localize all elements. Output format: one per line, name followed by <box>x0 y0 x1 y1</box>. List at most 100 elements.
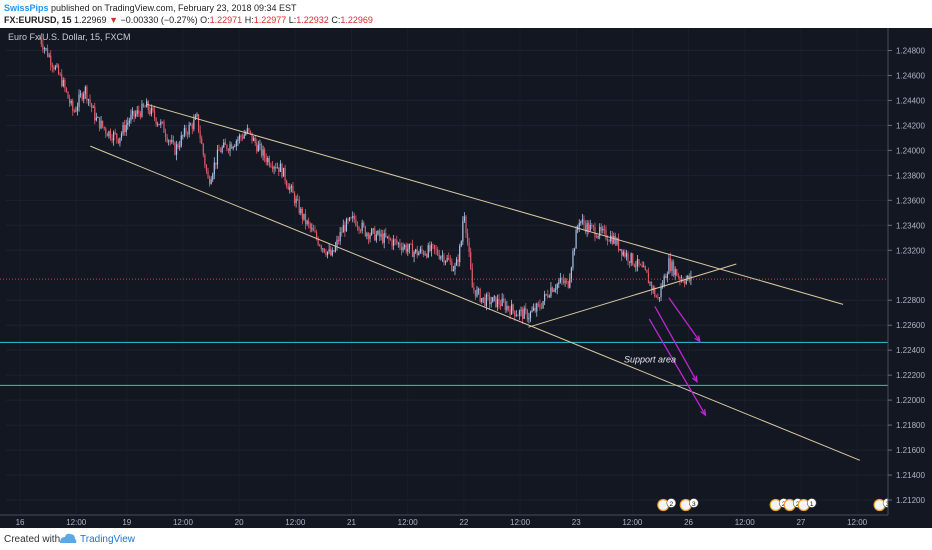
candle-body <box>610 235 612 242</box>
x-tick-label: 12:00 <box>398 518 419 527</box>
author-name[interactable]: SwissPips <box>4 3 49 13</box>
candle-body <box>122 124 124 134</box>
candle-body <box>286 181 288 186</box>
candle-body <box>45 48 47 50</box>
candle-body <box>374 228 376 241</box>
candle-body <box>534 307 536 312</box>
candle-body <box>429 245 431 252</box>
candle-body <box>106 133 108 137</box>
tradingview-logo-icon[interactable] <box>58 531 78 545</box>
candle-body <box>199 131 201 139</box>
candle-body <box>205 165 208 171</box>
candle-body <box>477 288 480 290</box>
candle-body <box>646 269 648 273</box>
candle-body <box>542 301 544 309</box>
candle-body <box>257 145 259 152</box>
y-tick-label: 1.22800 <box>896 296 925 305</box>
candle-body <box>331 250 333 256</box>
candle-body <box>408 243 410 249</box>
candle-body <box>680 279 683 281</box>
last-price: 1.22969 <box>74 15 107 25</box>
candle-body <box>448 257 450 260</box>
x-tick-label: 12:00 <box>285 518 306 527</box>
y-tick-label: 1.24000 <box>896 146 925 155</box>
candle-body <box>658 297 661 298</box>
candle-body <box>267 157 269 163</box>
candle-body <box>581 219 583 222</box>
open-label: O: <box>200 15 210 25</box>
candle-body <box>314 231 316 233</box>
candle-body <box>613 235 615 244</box>
candle-body <box>150 107 152 115</box>
x-tick-label: 21 <box>347 518 356 527</box>
candle-body <box>389 239 392 241</box>
candle-body <box>553 289 555 292</box>
candle-body <box>391 239 393 246</box>
candle-body <box>248 128 250 131</box>
candle-body <box>186 133 189 135</box>
candle-body <box>559 278 561 283</box>
candle-body <box>470 251 472 269</box>
y-tick-label: 1.23400 <box>896 221 925 230</box>
candle-body <box>457 259 459 262</box>
candle-body <box>264 149 266 158</box>
candle-body <box>62 80 64 87</box>
candle-body <box>463 216 466 221</box>
candle-body <box>232 146 234 149</box>
candle-body <box>284 167 286 182</box>
candle-body <box>131 110 134 115</box>
candle-body <box>202 143 204 155</box>
y-tick-label: 1.23600 <box>896 196 925 205</box>
candle-body <box>630 253 632 263</box>
candle-body <box>407 248 409 252</box>
candle-body <box>641 264 643 268</box>
x-tick-label: 12:00 <box>66 518 87 527</box>
candle-body <box>347 219 349 221</box>
tradingview-brand[interactable]: TradingView <box>80 534 136 545</box>
event-count-badge <box>688 498 699 508</box>
candle-body <box>344 225 346 232</box>
candle-body <box>522 309 524 319</box>
candle-body <box>113 132 115 141</box>
candle-body <box>188 124 190 135</box>
candle-body <box>545 294 547 295</box>
candle-body <box>622 251 624 256</box>
candle-body <box>677 275 679 277</box>
candle-body <box>128 120 130 123</box>
candle-body <box>616 238 618 245</box>
candle-body <box>348 217 351 221</box>
candle-body <box>566 280 568 282</box>
low-label: L: <box>288 15 297 25</box>
candle-body <box>204 154 206 166</box>
candle-body <box>223 142 225 148</box>
candle-body <box>169 140 171 142</box>
candle-body <box>138 110 140 114</box>
candle-body <box>84 86 86 94</box>
candle-body <box>621 249 623 256</box>
candle-body <box>512 304 514 311</box>
y-tick-label: 1.22000 <box>896 396 925 405</box>
candle-body <box>503 298 505 302</box>
candle-body <box>356 225 359 228</box>
candle-body <box>679 276 681 281</box>
candle-body <box>130 114 132 121</box>
high-label: H: <box>244 15 254 25</box>
price-chart[interactable]: 1.224621.221181.2296910:20Support area23… <box>0 28 932 528</box>
candle-body <box>573 248 576 252</box>
candle-body <box>42 44 44 50</box>
candle-body <box>465 216 467 234</box>
candle-body <box>304 213 307 225</box>
candle-body <box>312 227 315 232</box>
projection-arrow <box>654 306 698 382</box>
candle-body <box>674 269 676 276</box>
candle-body <box>459 245 461 262</box>
candle-body <box>317 238 319 245</box>
candle-body <box>372 228 374 230</box>
event-count-label: 3 <box>692 501 696 508</box>
candle-body <box>382 233 384 243</box>
grid <box>6 28 888 515</box>
candle-body <box>124 124 126 133</box>
candle-body <box>119 137 121 144</box>
candle-body <box>163 121 165 133</box>
candle-body <box>663 276 665 286</box>
